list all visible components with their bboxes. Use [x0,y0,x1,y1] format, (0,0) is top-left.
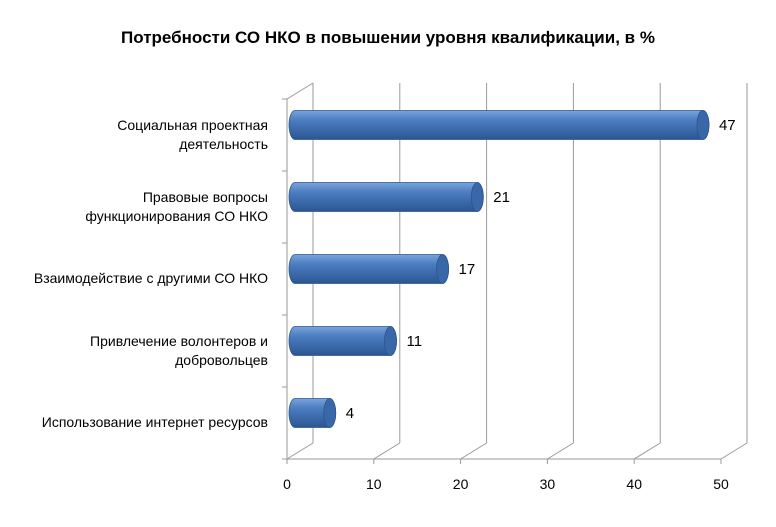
floor-gridline [633,442,661,460]
x-tick-label: 30 [540,476,556,492]
data-label: 4 [346,405,354,422]
bar [288,254,449,284]
data-label: 11 [406,333,422,350]
x-tick-label: 20 [453,476,469,492]
data-label: 47 [719,117,736,134]
floor-gridline [547,442,574,460]
x-tick-label: 0 [283,476,291,492]
category-label: Привлечение волонтеров и добровольцев [90,332,268,368]
data-labels: 47 21 17 11 4 [346,117,736,422]
bar-cap [696,110,710,140]
floor-gridline [286,442,314,460]
bar-cap [470,182,484,212]
bar-cap [323,398,337,428]
floor-gridline [460,442,487,460]
bars [288,110,710,428]
bar-cap [384,326,397,356]
bar [288,326,397,356]
left-axis-top [286,82,314,100]
data-label: 21 [493,189,510,206]
category-label: Правовые вопросы функционирования СО НКО [85,188,268,224]
x-axis: 0 10 20 30 40 50 [283,458,729,492]
data-label: 17 [459,261,476,278]
category-label: Социальная проектная деятельность [117,116,268,152]
floor-gridline [720,442,748,460]
x-tick-label: 10 [366,476,382,492]
x-tick-label: 50 [713,476,729,492]
chart-title: Потребности СО НКО в повышении уровня кв… [121,28,655,47]
bar [288,182,484,212]
floor-gridline [373,442,401,460]
bar-cap [436,254,449,284]
category-label: Использование интернет ресурсов [41,414,268,430]
grid [282,82,748,460]
category-label: Взаимодействие с другими СО НКО [33,270,268,286]
x-tick-label: 40 [626,476,642,492]
bar [288,110,710,140]
